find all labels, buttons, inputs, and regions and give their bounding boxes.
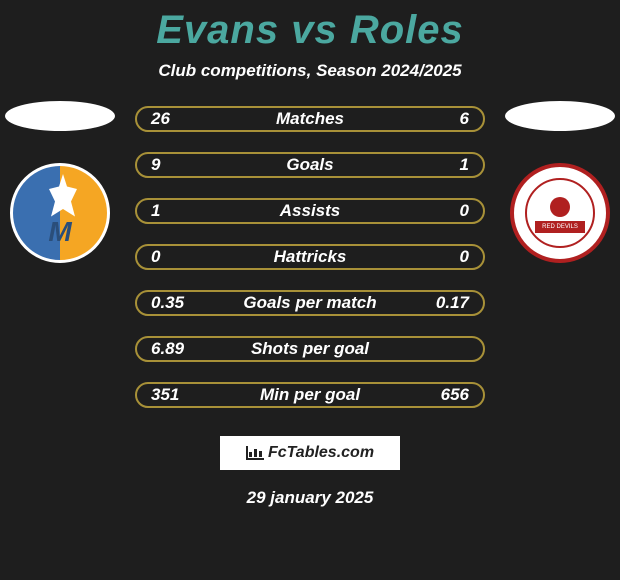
stat-left-value: 0.35	[151, 293, 191, 313]
stats-area: M 26 Matches 6 9 Goals 1 1 Assists 0 0 H…	[0, 106, 620, 408]
stat-right-value: 656	[429, 385, 469, 405]
stat-label: Hattricks	[274, 247, 347, 267]
right-player-col: RED DEVILS	[500, 101, 620, 263]
page-title: Evans vs Roles	[156, 8, 464, 53]
stat-label: Goals	[286, 155, 333, 175]
stat-left-value: 1	[151, 201, 191, 221]
stat-row: 6.89 Shots per goal	[135, 336, 485, 362]
badge-left-letter: M	[48, 216, 71, 248]
badge-right-ball-icon	[550, 197, 570, 217]
stat-label: Matches	[276, 109, 344, 129]
club-badge-right: RED DEVILS	[510, 163, 610, 263]
stat-label: Assists	[280, 201, 340, 221]
badge-right-inner: RED DEVILS	[525, 178, 595, 248]
stat-label: Min per goal	[260, 385, 360, 405]
stat-right-value: 0	[429, 247, 469, 267]
subtitle: Club competitions, Season 2024/2025	[158, 61, 461, 81]
stat-row: 0 Hattricks 0	[135, 244, 485, 270]
stat-row: 1 Assists 0	[135, 198, 485, 224]
player-photo-placeholder-left	[5, 101, 115, 131]
stat-right-value: 1	[429, 155, 469, 175]
brand-box: FcTables.com	[220, 436, 400, 470]
stat-right-value: 0.17	[429, 293, 469, 313]
stat-label: Goals per match	[243, 293, 376, 313]
stat-left-value: 9	[151, 155, 191, 175]
stat-row: 351 Min per goal 656	[135, 382, 485, 408]
stat-right-value: 0	[429, 201, 469, 221]
stat-left-value: 6.89	[151, 339, 191, 359]
stat-row: 26 Matches 6	[135, 106, 485, 132]
badge-right-banner: RED DEVILS	[535, 221, 585, 233]
stat-left-value: 0	[151, 247, 191, 267]
stat-left-value: 351	[151, 385, 191, 405]
club-badge-left: M	[10, 163, 110, 263]
stat-row: 0.35 Goals per match 0.17	[135, 290, 485, 316]
stats-column: 26 Matches 6 9 Goals 1 1 Assists 0 0 Hat…	[135, 106, 485, 408]
stat-right-value: 6	[429, 109, 469, 129]
stat-label: Shots per goal	[251, 339, 369, 359]
stat-row: 9 Goals 1	[135, 152, 485, 178]
stat-left-value: 26	[151, 109, 191, 129]
brand-text: FcTables.com	[268, 444, 374, 462]
chart-icon	[246, 446, 264, 460]
left-player-col: M	[0, 101, 120, 263]
player-photo-placeholder-right	[505, 101, 615, 131]
date-text: 29 january 2025	[247, 488, 374, 508]
